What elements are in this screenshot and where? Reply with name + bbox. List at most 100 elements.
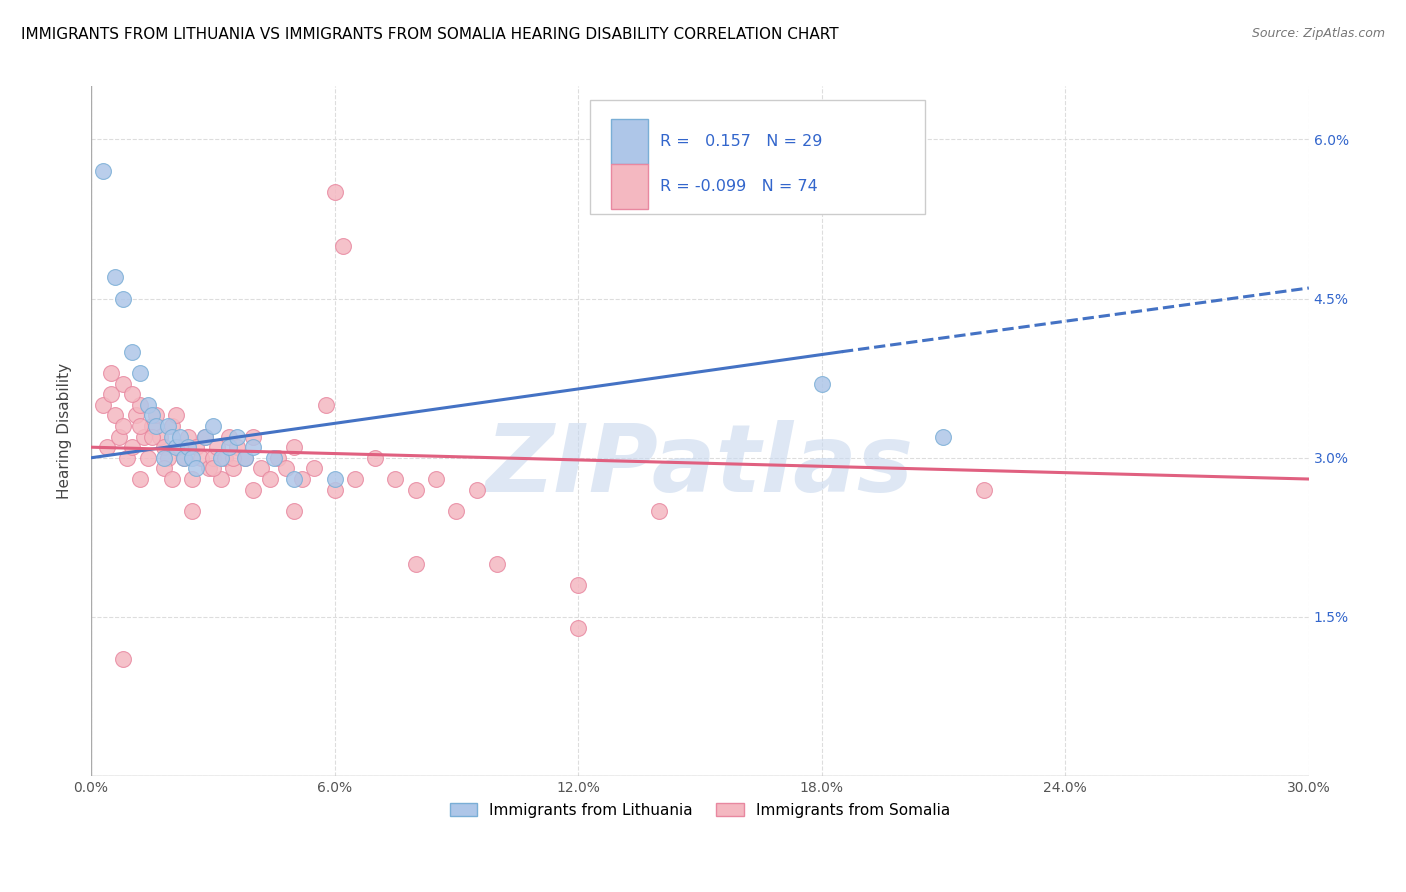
Point [169,440,191,454]
Point [173,450,195,465]
Point [226,440,249,454]
Point [242,429,264,443]
Point [165,440,187,454]
Point [145,409,167,423]
Point [259,472,281,486]
Point [153,450,176,465]
Point [181,504,204,518]
Point [136,450,159,465]
Point [181,450,204,465]
Point [165,409,187,423]
Point [153,440,176,454]
Point [112,292,135,306]
Point [112,652,135,666]
Point [149,429,172,443]
Point [250,461,273,475]
Point [201,461,224,475]
Point [186,440,208,454]
Point [96,440,118,454]
Point [177,440,200,454]
Point [222,461,245,475]
FancyBboxPatch shape [591,100,925,214]
Point [405,483,427,497]
Point [343,472,366,486]
Point [405,557,427,571]
Point [283,504,305,518]
Point [121,344,143,359]
Point [323,186,346,200]
Point [226,429,249,443]
Point [160,419,183,434]
Point [91,164,114,178]
Point [218,429,240,443]
Text: ZIPatlas: ZIPatlas [486,420,914,512]
Text: Source: ZipAtlas.com: Source: ZipAtlas.com [1251,27,1385,40]
Point [201,450,224,465]
Point [218,440,240,454]
Point [128,398,150,412]
Point [263,450,285,465]
Point [117,450,139,465]
Point [485,557,508,571]
Point [145,419,167,434]
Point [91,398,114,412]
Point [136,398,159,412]
Point [425,472,447,486]
Point [100,387,122,401]
Point [242,483,264,497]
Point [323,483,346,497]
Point [181,472,204,486]
Point [173,450,195,465]
Point [186,461,208,475]
Point [160,472,183,486]
Point [104,270,127,285]
Point [141,419,163,434]
Point [465,483,488,497]
Point [100,366,122,380]
Point [274,461,297,475]
Point [567,621,589,635]
Point [194,429,217,443]
Text: IMMIGRANTS FROM LITHUANIA VS IMMIGRANTS FROM SOMALIA HEARING DISABILITY CORRELAT: IMMIGRANTS FROM LITHUANIA VS IMMIGRANTS … [21,27,839,42]
Point [112,419,135,434]
Point [153,461,176,475]
Point [177,429,200,443]
Y-axis label: Hearing Disability: Hearing Disability [58,363,72,500]
Text: R = -0.099   N = 74: R = -0.099 N = 74 [659,179,817,194]
Point [291,472,314,486]
Point [190,450,212,465]
Point [323,472,346,486]
Point [104,409,127,423]
Point [233,450,256,465]
Point [332,238,354,252]
Point [157,450,180,465]
Point [302,461,325,475]
Point [266,450,288,465]
Point [209,450,232,465]
Point [197,461,219,475]
Point [209,472,232,486]
Point [315,398,337,412]
Point [648,504,671,518]
Point [446,504,468,518]
Point [205,440,228,454]
Point [973,483,995,497]
Point [283,472,305,486]
Point [121,387,143,401]
Point [194,429,217,443]
Point [214,450,236,465]
Point [233,450,256,465]
Point [141,409,163,423]
Point [108,429,131,443]
Point [384,472,406,486]
Point [810,376,832,391]
Point [157,419,180,434]
Point [132,429,155,443]
Point [121,440,143,454]
FancyBboxPatch shape [612,120,648,164]
FancyBboxPatch shape [612,164,648,209]
Point [364,450,387,465]
Point [283,440,305,454]
Legend: Immigrants from Lithuania, Immigrants from Somalia: Immigrants from Lithuania, Immigrants fr… [444,797,956,823]
Point [242,440,264,454]
